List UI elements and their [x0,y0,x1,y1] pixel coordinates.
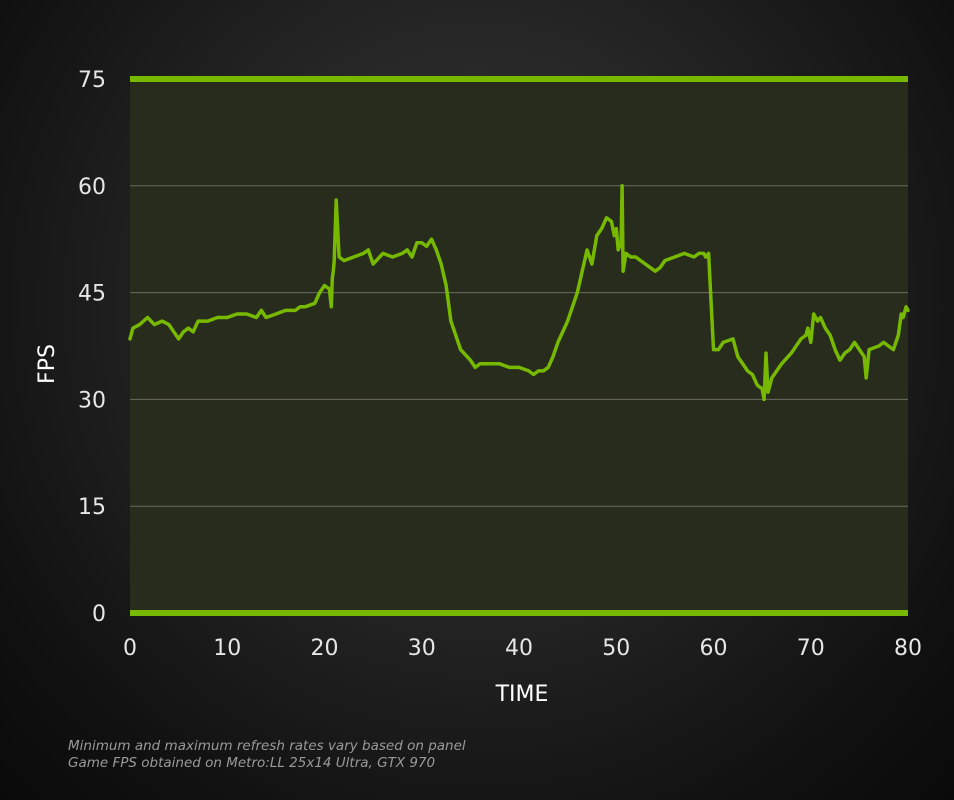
y-tick-label-45: 45 [78,282,106,307]
x-tick-label-70: 70 [797,636,825,661]
y-tick-label-15: 15 [78,495,106,520]
y-tick-label-0: 0 [92,602,106,627]
x-axis-ticks: 0 10 20 30 40 50 60 70 80 [123,636,922,661]
x-tick-label-60: 60 [700,636,728,661]
x-tick-label-10: 10 [213,636,241,661]
grid-lines [130,79,908,613]
y-tick-label-60: 60 [78,175,106,200]
footnote-test-config: Game FPS obtained on Metro:LL 25x14 Ultr… [68,755,436,771]
refresh-rate-bounds [130,76,908,616]
x-tick-label-0: 0 [123,636,137,661]
footnotes: Minimum and maximum refresh rates vary b… [68,738,466,772]
plot-area [130,79,908,613]
y-axis-ticks: 0 15 30 45 60 75 [78,68,106,627]
y-tick-label-75: 75 [78,68,106,93]
y-tick-label-30: 30 [78,388,106,413]
footnote-refresh-rates: Minimum and maximum refresh rates vary b… [68,738,466,754]
x-tick-label-80: 80 [894,636,922,661]
fps-series [128,184,910,402]
x-tick-label-40: 40 [505,636,533,661]
x-tick-label-30: 30 [408,636,436,661]
y-axis-title: FPS [35,344,60,384]
x-axis-title: TIME [495,682,549,707]
fps-line-0 [128,184,910,402]
x-tick-label-50: 50 [602,636,630,661]
x-tick-label-20: 20 [311,636,339,661]
